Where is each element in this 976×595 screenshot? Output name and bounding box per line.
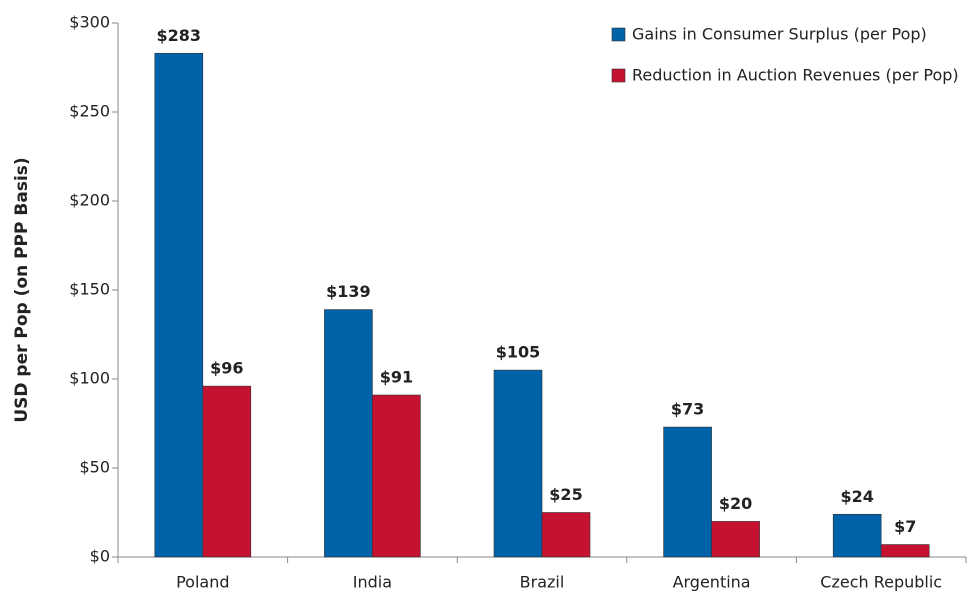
bar [154,52,204,558]
y-axis-label: USD per Pop (on PPP Basis) [12,157,32,422]
value-label: $24 [840,487,873,506]
y-tick-label: $200 [69,191,110,210]
y-tick-label: $250 [69,102,110,121]
x-tick-label: India [353,573,392,592]
legend-swatch [611,27,626,42]
value-label: $20 [719,494,752,513]
value-label: $96 [210,359,243,378]
bar [832,513,882,558]
value-label: $91 [380,368,413,387]
bar [880,544,930,558]
value-label: $283 [157,26,202,45]
x-tick-label: Brazil [520,573,565,592]
bar [324,309,373,558]
y-tick-label: $150 [69,280,110,299]
value-label: $105 [496,343,541,362]
legend-label: Reduction in Auction Revenues (per Pop) [632,66,959,85]
legend-label: Gains in Consumer Surplus (per Pop) [632,25,927,44]
value-label: $25 [549,485,582,504]
bar [711,521,760,558]
value-label: $7 [894,517,916,536]
y-tick-label: $300 [69,13,110,32]
bar [202,385,252,558]
x-tick-label: Poland [176,573,229,592]
value-label: $139 [326,282,371,301]
legend-swatch [611,68,626,83]
x-tick-label: Czech Republic [820,573,942,592]
bar [663,426,712,558]
value-label: $73 [671,400,704,419]
bar [372,394,421,558]
y-tick-label: $50 [79,458,110,477]
y-tick-label: $0 [90,547,110,566]
bar [493,369,543,558]
y-tick-label: $100 [69,369,110,388]
x-tick-label: Argentina [673,573,751,592]
bar [541,512,591,558]
